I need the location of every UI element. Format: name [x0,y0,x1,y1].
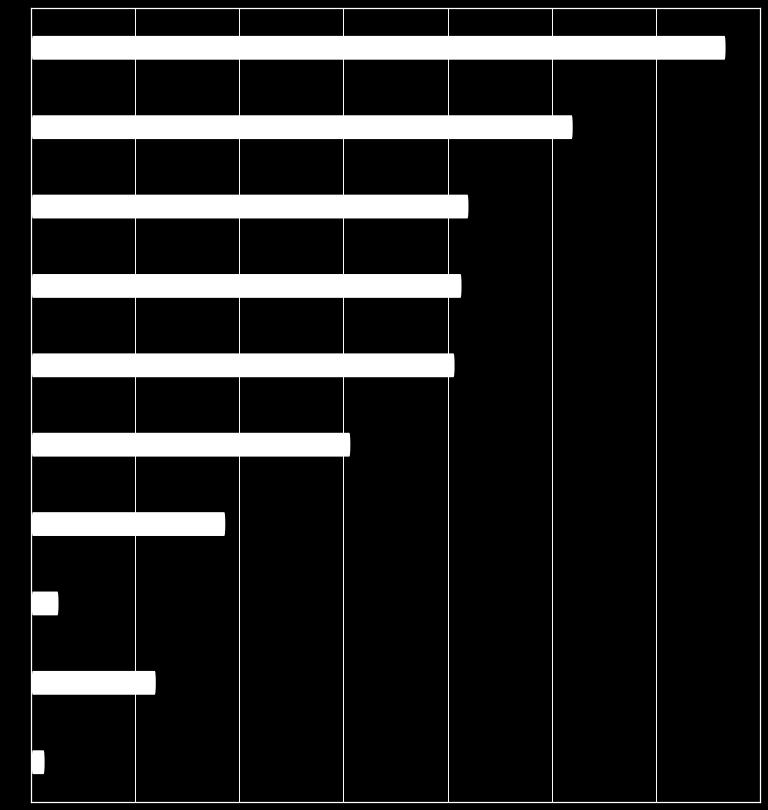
FancyBboxPatch shape [31,750,45,774]
FancyBboxPatch shape [31,274,462,298]
FancyBboxPatch shape [31,353,455,377]
FancyBboxPatch shape [31,194,468,219]
FancyBboxPatch shape [31,671,156,695]
FancyBboxPatch shape [31,36,726,60]
FancyBboxPatch shape [31,512,225,536]
FancyBboxPatch shape [31,591,58,616]
FancyBboxPatch shape [31,115,573,139]
FancyBboxPatch shape [31,433,350,457]
